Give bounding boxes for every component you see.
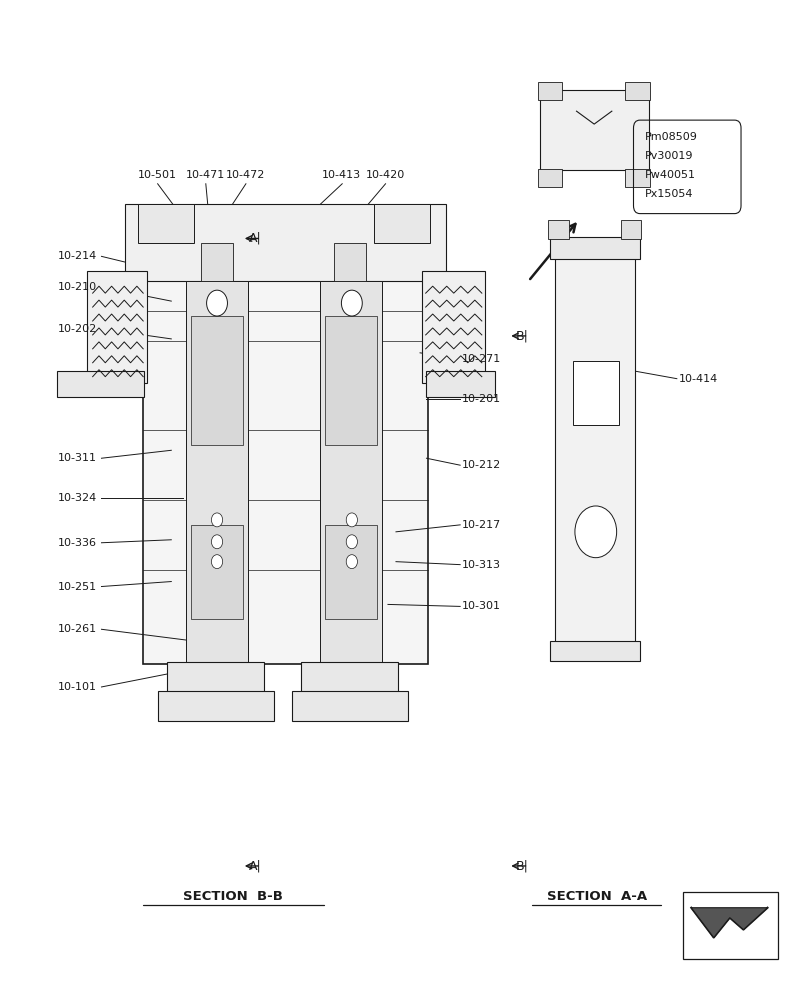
Bar	[137, 204, 194, 243]
Bar	[621, 220, 641, 239]
Text: 10-471: 10-471	[186, 170, 225, 180]
Bar	[167, 662, 263, 694]
Bar	[625, 82, 650, 100]
Bar	[538, 169, 562, 187]
Bar	[124, 204, 446, 281]
Text: 10-501: 10-501	[137, 170, 177, 180]
Bar	[325, 316, 377, 445]
Text: 10-313: 10-313	[462, 560, 501, 570]
Bar	[541, 90, 649, 170]
Bar	[549, 220, 569, 239]
Bar	[143, 227, 428, 664]
Bar	[201, 243, 233, 281]
Text: 10-413: 10-413	[322, 170, 361, 180]
Text: 10-210: 10-210	[57, 282, 96, 292]
Bar	[550, 237, 640, 259]
Bar	[325, 525, 377, 619]
Bar	[158, 691, 274, 721]
Text: SECTION  A-A: SECTION A-A	[546, 890, 646, 903]
Text: 10-324: 10-324	[57, 493, 97, 503]
Text: Pm08509: Pm08509	[645, 132, 697, 142]
Bar	[423, 271, 485, 383]
Bar	[292, 691, 408, 721]
Bar	[373, 204, 430, 243]
Text: 10-201: 10-201	[462, 394, 501, 404]
Bar	[57, 371, 144, 397]
Bar	[335, 243, 366, 281]
Text: 10-214: 10-214	[57, 251, 97, 261]
Circle shape	[346, 513, 357, 527]
Bar	[191, 316, 242, 445]
Text: 10-261: 10-261	[57, 624, 96, 634]
Text: Pw40051: Pw40051	[645, 170, 696, 180]
Bar	[538, 82, 562, 100]
Bar	[320, 281, 381, 664]
Text: Pv30019: Pv30019	[645, 151, 693, 161]
Circle shape	[342, 290, 362, 316]
Circle shape	[346, 535, 357, 549]
Circle shape	[212, 555, 223, 569]
Circle shape	[207, 290, 228, 316]
Text: Px15054: Px15054	[645, 189, 693, 199]
Bar	[186, 281, 247, 664]
Text: 10-217: 10-217	[462, 520, 501, 530]
Polygon shape	[692, 908, 768, 938]
Bar	[573, 361, 619, 425]
Bar	[191, 525, 242, 619]
Text: 10-336: 10-336	[57, 538, 96, 548]
Bar	[555, 251, 635, 644]
Text: 10-251: 10-251	[57, 582, 96, 592]
Bar	[684, 892, 778, 959]
Text: 10-420: 10-420	[365, 170, 405, 180]
Text: 10-271: 10-271	[462, 354, 501, 364]
Circle shape	[346, 555, 357, 569]
Text: 10-101: 10-101	[57, 682, 96, 692]
Text: B|: B|	[516, 859, 528, 872]
Text: A|: A|	[248, 232, 261, 245]
Text: B|: B|	[516, 329, 528, 342]
Text: 10-311: 10-311	[57, 453, 96, 463]
Text: 10-472: 10-472	[226, 170, 265, 180]
Circle shape	[212, 535, 223, 549]
Bar	[625, 169, 650, 187]
Text: A|: A|	[248, 859, 261, 872]
Text: 10-212: 10-212	[462, 460, 501, 470]
Circle shape	[575, 506, 617, 558]
Bar	[301, 662, 398, 694]
Bar	[87, 271, 147, 383]
Text: 10-202: 10-202	[57, 324, 97, 334]
Text: SECTION  B-B: SECTION B-B	[183, 890, 283, 903]
Text: 10-414: 10-414	[679, 374, 718, 384]
Circle shape	[212, 513, 223, 527]
Bar	[550, 641, 640, 661]
Text: 10-301: 10-301	[462, 601, 501, 611]
Bar	[427, 371, 494, 397]
